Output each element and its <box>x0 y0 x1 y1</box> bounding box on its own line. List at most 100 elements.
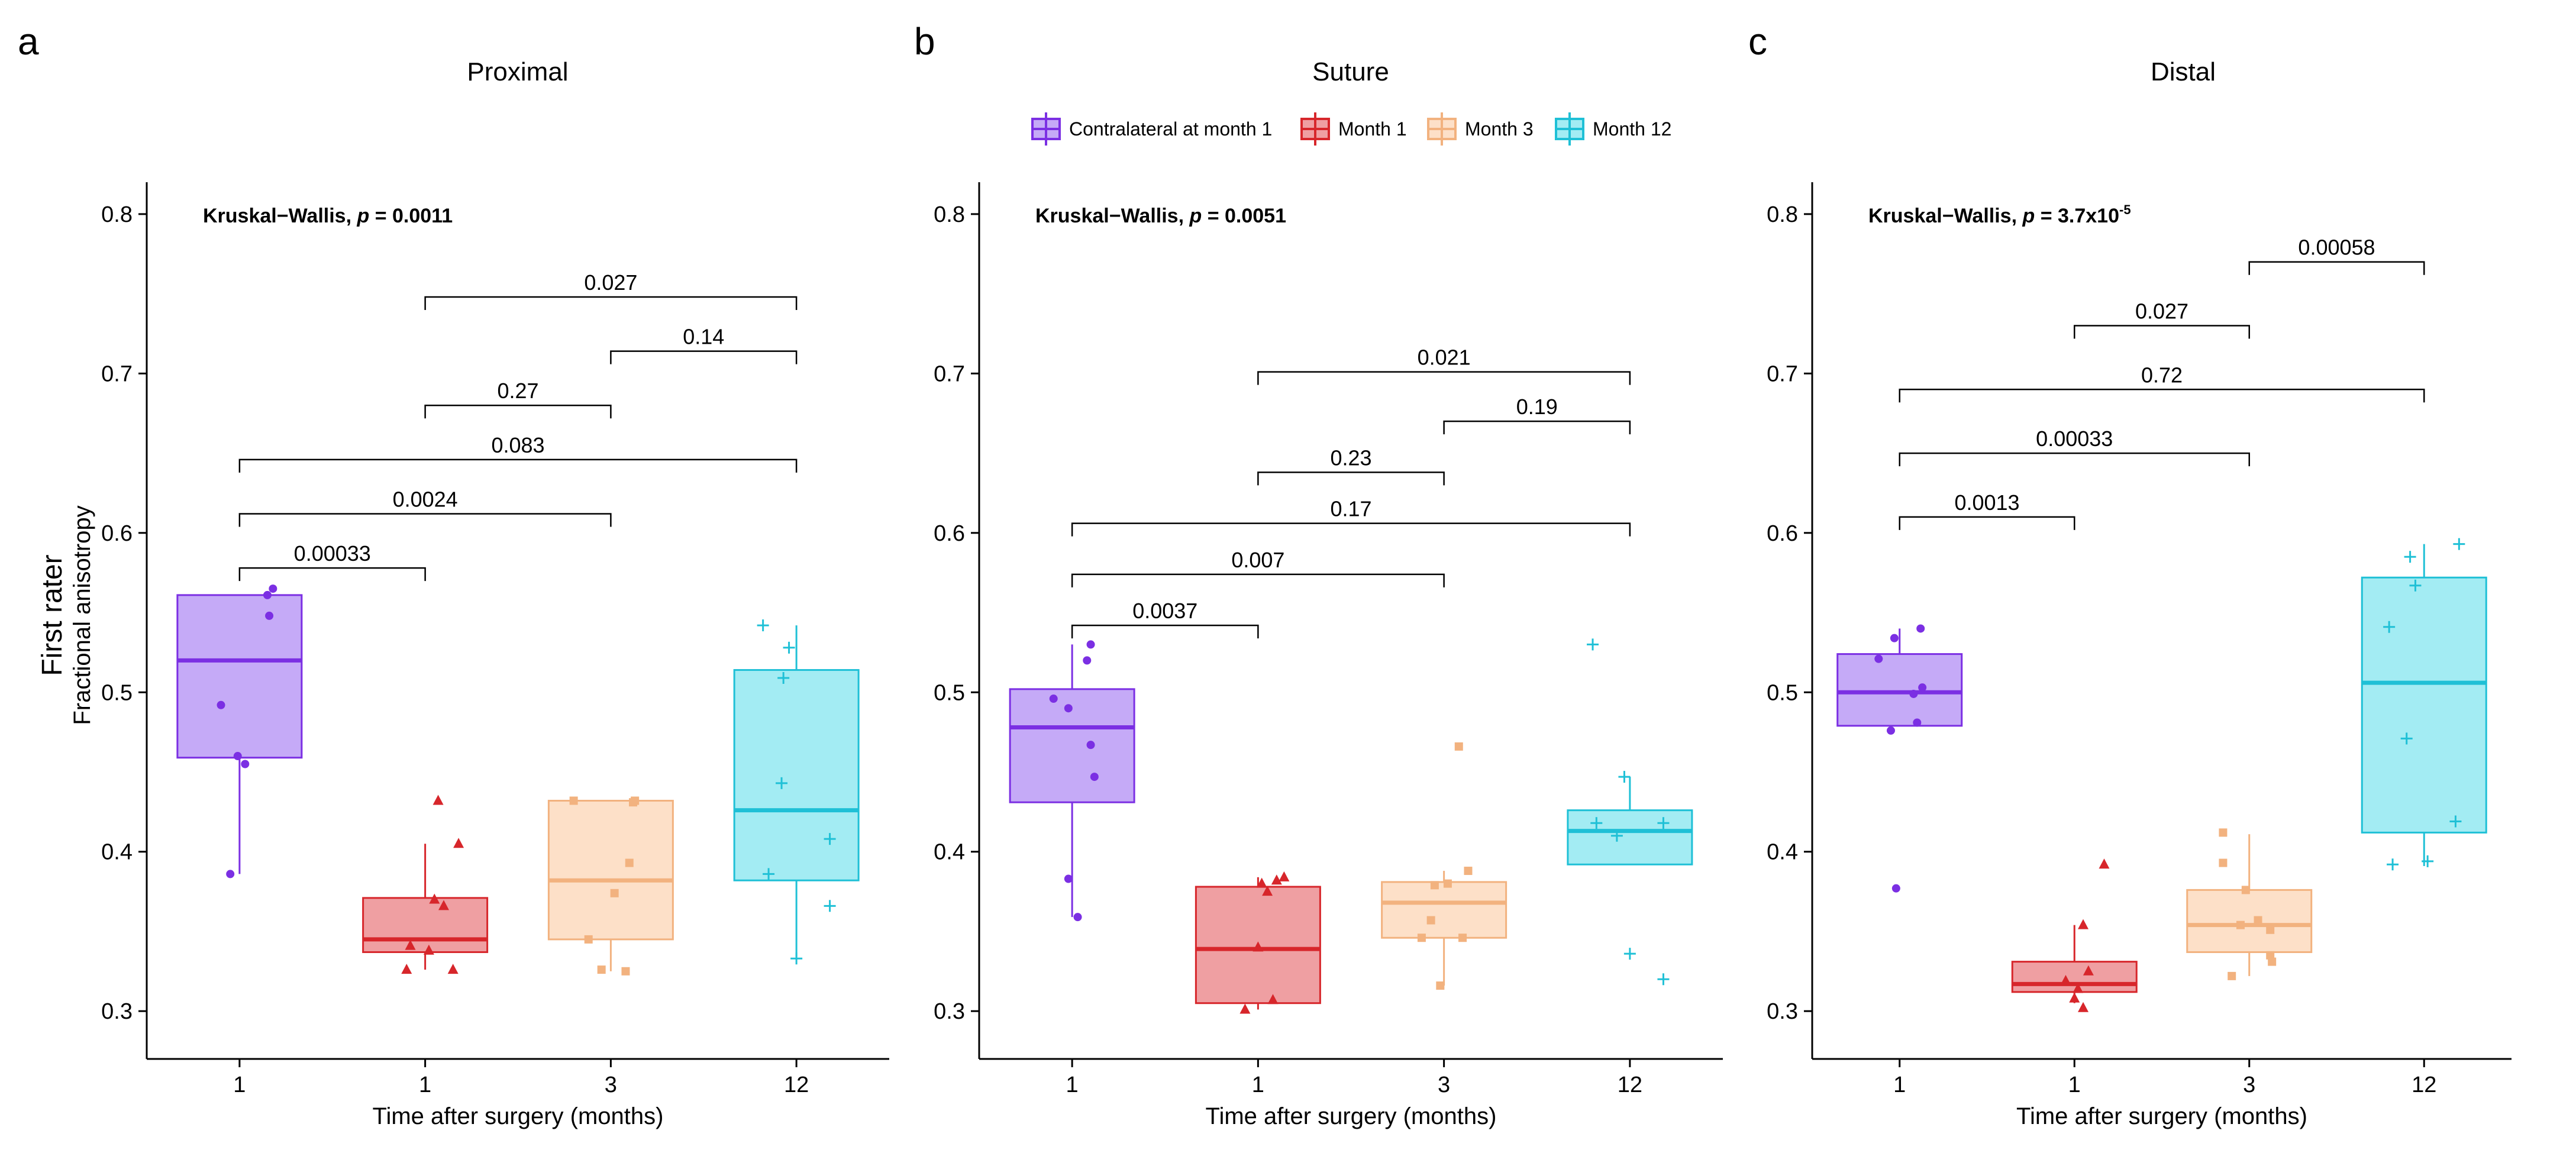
kw-value: 0.0011 <box>392 205 453 227</box>
comparison-bracket: 0.0013 <box>1899 490 2075 530</box>
data-point <box>1618 771 1631 783</box>
box-body <box>1836 653 1963 727</box>
kruskal-wallis-annotation: Kruskal−Wallis, p = 3.7x10-5 <box>1868 202 2131 227</box>
box-body <box>1009 688 1135 803</box>
points-group-1 <box>1049 640 1099 922</box>
y-tick-label: 0.4 <box>934 840 965 865</box>
box-3 <box>2186 834 2313 976</box>
bracket-p-value: 0.72 <box>2141 363 2183 387</box>
comparison-bracket: 0.083 <box>238 433 798 473</box>
y-tick-label: 0.7 <box>934 361 965 386</box>
data-point <box>1886 726 1895 735</box>
data-point <box>2219 828 2228 837</box>
x-tick-label: 12 <box>2412 1073 2436 1097</box>
data-point <box>2266 925 2275 934</box>
kw-p: p <box>2022 205 2035 227</box>
data-point <box>2266 951 2275 960</box>
kw-prefix: Kruskal−Wallis, <box>1035 205 1189 227</box>
kw-exponent: -5 <box>2119 202 2131 217</box>
data-point <box>631 796 640 805</box>
bracket-p-value: 0.0013 <box>1954 490 2019 515</box>
x-tick-label: 3 <box>605 1073 617 1097</box>
data-point <box>1253 941 1264 952</box>
kw-prefix: Kruskal−Wallis, <box>203 205 357 227</box>
data-point <box>584 935 593 944</box>
points-group-2 <box>1239 871 1290 1014</box>
data-point <box>2409 579 2422 592</box>
box-body <box>2011 961 2138 993</box>
bracket-p-value: 0.00033 <box>294 541 371 566</box>
panel-title: Proximal <box>467 57 568 86</box>
bracket-line <box>424 296 798 311</box>
data-point <box>401 964 412 974</box>
box-3 <box>1381 871 1507 986</box>
comparison-bracket: 0.0037 <box>1071 599 1259 639</box>
bracket-p-value: 0.0024 <box>393 487 458 511</box>
data-point <box>1657 973 1670 986</box>
bracket-line <box>1257 471 1445 486</box>
bracket-line <box>1257 371 1631 385</box>
x-tick-label: 1 <box>419 1073 431 1097</box>
x-tick-label: 1 <box>233 1073 246 1097</box>
data-point <box>1417 934 1426 942</box>
y-tick-label: 0.7 <box>1767 361 1798 386</box>
points-group-4 <box>2383 538 2465 871</box>
data-point <box>1891 884 1900 893</box>
y-tick-label: 0.6 <box>934 521 965 546</box>
bracket-line <box>1899 516 2075 530</box>
bracket-line <box>1071 573 1445 587</box>
x-tick-label: 1 <box>1252 1073 1264 1097</box>
data-point <box>1913 718 1922 727</box>
data-point <box>429 893 440 904</box>
data-point <box>2400 732 2413 745</box>
data-point <box>2069 992 2080 1003</box>
box-4 <box>2361 544 2487 866</box>
data-point <box>1436 981 1445 990</box>
comparison-bracket: 0.021 <box>1257 345 1631 385</box>
bracket-p-value: 0.021 <box>1418 345 1471 370</box>
y-tick-label: 0.6 <box>101 521 133 546</box>
data-point <box>1267 994 1279 1005</box>
kruskal-wallis-annotation: Kruskal−Wallis, p = 0.0051 <box>1035 205 1286 227</box>
kw-value: 0.0051 <box>1225 205 1286 227</box>
data-point <box>597 965 606 974</box>
data-point <box>447 964 459 974</box>
bracket-p-value: 0.00058 <box>2298 235 2375 260</box>
bracket-p-value: 0.14 <box>683 325 724 349</box>
data-point <box>2219 858 2228 867</box>
x-tick-label: 3 <box>1438 1073 1450 1097</box>
bracket-line <box>424 404 612 419</box>
data-point <box>226 870 235 879</box>
bracket-line <box>238 458 798 473</box>
data-point <box>1443 879 1452 888</box>
data-point <box>2404 551 2416 563</box>
data-point <box>621 967 630 976</box>
bracket-p-value: 0.27 <box>497 379 538 403</box>
data-point <box>438 900 449 910</box>
data-point <box>824 833 836 845</box>
data-point <box>2078 1002 2089 1012</box>
panel-letter: b <box>914 20 935 63</box>
data-point <box>265 611 274 620</box>
data-point <box>1049 695 1058 703</box>
y-tick-label: 0.4 <box>1767 840 1798 865</box>
points-group-4 <box>757 619 836 965</box>
legend-label: Month 1 <box>1338 118 1407 140</box>
data-point <box>783 641 795 654</box>
data-point <box>1256 877 1267 888</box>
data-point <box>2236 921 2245 929</box>
points-group-2 <box>2060 858 2110 1012</box>
box-body <box>733 669 860 881</box>
bracket-line <box>2074 325 2250 339</box>
data-point <box>2254 916 2262 925</box>
data-point <box>1874 654 1883 663</box>
data-point <box>1430 881 1439 890</box>
box-body <box>362 897 489 953</box>
data-point <box>2387 858 2399 871</box>
comparison-bracket: 0.027 <box>2074 299 2250 339</box>
panel-title: Suture <box>1312 57 1389 86</box>
y-tick-label: 0.7 <box>101 361 133 386</box>
bracket-p-value: 0.083 <box>491 433 544 457</box>
y-tick-label: 0.8 <box>1767 202 1798 227</box>
y-tick-label: 0.5 <box>1767 680 1798 705</box>
